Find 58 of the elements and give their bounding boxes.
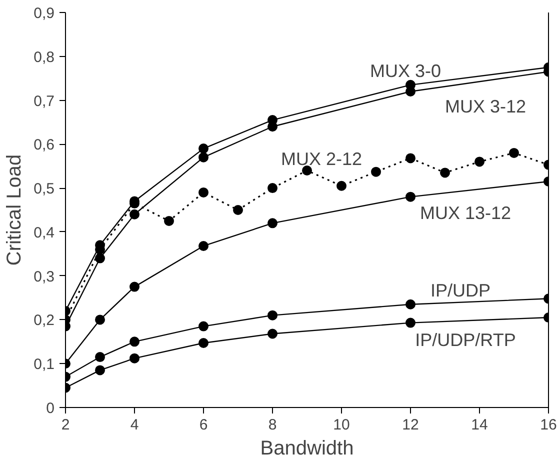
series-label: MUX 3-12	[444, 96, 526, 116]
point	[198, 152, 208, 162]
y-tick-label: 0,5	[34, 180, 55, 198]
series-label: MUX 2-12	[280, 148, 362, 169]
x-tick-label: 14	[471, 416, 488, 434]
series-label: MUX 13-12	[420, 202, 512, 223]
point	[130, 336, 140, 347]
series-label: MUX 3-0	[370, 60, 442, 81]
y-tick-label: 0,3	[34, 268, 55, 286]
point	[198, 241, 208, 251]
point	[198, 321, 208, 332]
x-tick-label: 6	[199, 416, 208, 434]
point	[233, 205, 243, 215]
x-tick-label: 10	[333, 416, 350, 434]
x-tick-label: 8	[268, 416, 277, 434]
point	[406, 299, 416, 310]
point	[95, 253, 105, 264]
point	[130, 353, 140, 364]
point	[164, 216, 174, 226]
point	[268, 122, 278, 132]
point	[440, 168, 450, 178]
y-tick-label: 0,4	[34, 224, 55, 242]
y-tick-label: 0	[46, 400, 54, 417]
point	[509, 148, 519, 158]
point	[268, 218, 278, 228]
point	[406, 86, 416, 96]
x-tick-label: 4	[130, 416, 139, 434]
point	[302, 166, 312, 176]
series-label: IP/UDP/RTP	[415, 330, 516, 350]
point	[198, 144, 208, 154]
point	[268, 310, 278, 320]
point	[95, 352, 105, 362]
point	[268, 183, 278, 194]
y-tick-label: 0,9	[34, 5, 55, 22]
y-axis-title: Critical Load	[4, 154, 26, 266]
point	[130, 209, 140, 220]
x-tick-label: 2	[61, 416, 70, 434]
point	[406, 192, 416, 202]
x-axis-title: Bandwidth	[260, 438, 354, 460]
point	[474, 156, 484, 167]
x-tick-label: 16	[540, 416, 557, 434]
y-tick-label: 0,6	[34, 136, 55, 154]
x-tick-label: 12	[402, 416, 419, 434]
point	[268, 328, 278, 339]
point	[198, 338, 208, 348]
point	[198, 187, 208, 198]
point	[95, 365, 105, 376]
y-tick-label: 0,7	[34, 92, 55, 110]
point	[336, 180, 346, 191]
series-label: IP/UDP	[430, 280, 491, 300]
point	[406, 318, 416, 328]
point	[371, 166, 381, 177]
point	[95, 314, 105, 325]
point	[406, 153, 416, 164]
y-tick-label: 0,2	[34, 312, 55, 330]
y-tick-label: 0,1	[34, 356, 55, 374]
y-tick-label: 0,8	[34, 48, 55, 66]
point	[130, 282, 140, 292]
